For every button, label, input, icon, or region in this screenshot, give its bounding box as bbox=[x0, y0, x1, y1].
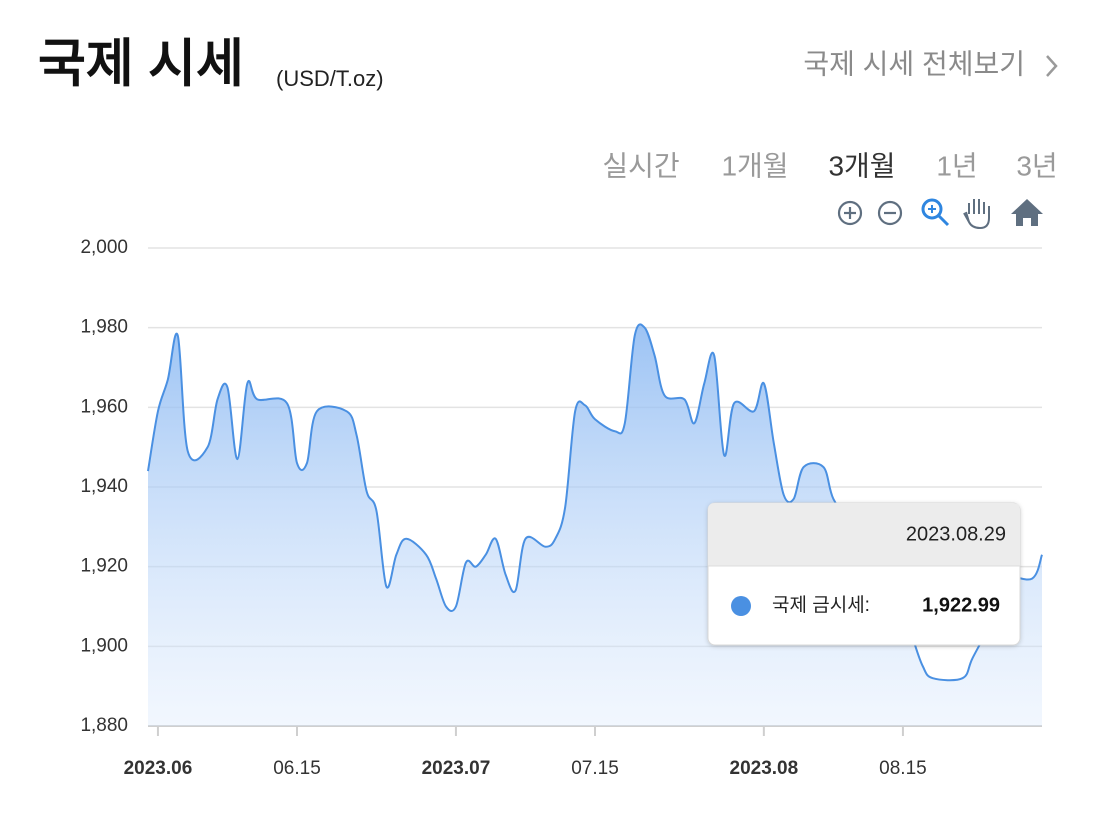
y-tick-label: 1,900 bbox=[80, 635, 128, 656]
period-tab[interactable]: 1개월 bbox=[721, 150, 788, 181]
x-tick-label: 2023.07 bbox=[422, 758, 491, 779]
chart-toolbar bbox=[837, 198, 1043, 230]
page-title: 국제 시세 bbox=[38, 36, 244, 94]
zoom-in-button[interactable] bbox=[837, 200, 863, 226]
x-tick-label: 07.15 bbox=[571, 758, 619, 779]
x-tick-label: 06.15 bbox=[273, 758, 321, 779]
period-tab[interactable]: 3년 bbox=[1016, 150, 1057, 181]
period-tab[interactable]: 1년 bbox=[936, 150, 977, 181]
chevron-icon[interactable] bbox=[1046, 55, 1058, 77]
period-tabs: 실시간 1개월 3개월 1년 3년 bbox=[602, 150, 1057, 181]
y-tick-label: 1,920 bbox=[80, 556, 128, 577]
y-tick-label: 2,000 bbox=[80, 237, 128, 258]
period-tab-active[interactable]: 3개월 bbox=[828, 150, 895, 181]
zoom-out-button[interactable] bbox=[877, 200, 903, 226]
x-tick-label: 2023.06 bbox=[124, 758, 193, 779]
x-tick-label: 08.15 bbox=[879, 758, 927, 779]
y-tick-label: 1,980 bbox=[80, 317, 128, 338]
unit-label: (USD/T.oz) bbox=[276, 66, 384, 91]
view-all-link[interactable]: 국제 시세 전체보기 bbox=[803, 48, 1058, 79]
y-tick-label: 1,880 bbox=[80, 715, 128, 736]
x-tick-label: 2023.08 bbox=[730, 758, 799, 779]
price-line bbox=[147, 323, 1043, 682]
reset-home-button[interactable] bbox=[1011, 199, 1043, 226]
tooltip-marker bbox=[731, 596, 751, 616]
y-tick-label: 1,940 bbox=[80, 476, 128, 497]
pan-button[interactable] bbox=[963, 199, 990, 230]
view-all-text[interactable]: 국제 시세 전체보기 bbox=[803, 48, 1025, 79]
tooltip: 2023.08.29 국제 금시세: 1,922.99 bbox=[707, 502, 1021, 646]
period-tab[interactable]: 실시간 bbox=[602, 150, 679, 181]
tooltip-header bbox=[708, 503, 1020, 566]
tooltip-value: 1,922.99 bbox=[922, 594, 1000, 616]
tooltip-series-label: 국제 금시세: bbox=[772, 594, 870, 616]
tooltip-date: 2023.08.29 bbox=[906, 523, 1006, 545]
selection-zoom-button[interactable] bbox=[921, 198, 950, 227]
y-tick-label: 1,960 bbox=[80, 396, 128, 417]
